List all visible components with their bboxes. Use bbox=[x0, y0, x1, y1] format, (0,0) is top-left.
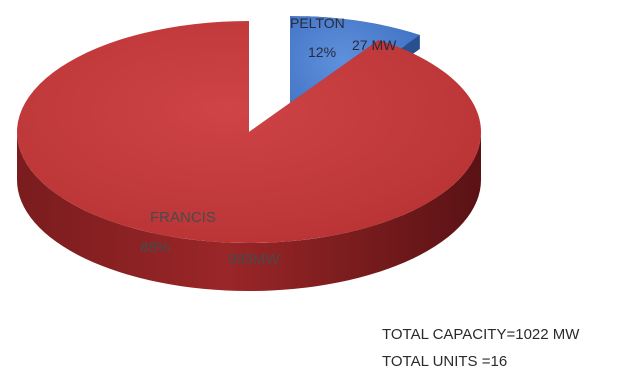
pie-label-pelton: PELTON bbox=[290, 15, 345, 31]
pie-percent-pelton: 12% bbox=[308, 44, 336, 60]
pie-value-francis: 995MW bbox=[228, 251, 281, 268]
pie-value-pelton: 27 MW bbox=[352, 37, 397, 53]
pie-percent-francis: 88% bbox=[140, 239, 170, 256]
pie-slice-francis-side bbox=[17, 132, 481, 291]
total-capacity-text: TOTAL CAPACITY=1022 MW bbox=[382, 326, 580, 343]
pie-label-francis: FRANCIS bbox=[150, 209, 216, 226]
pie-labels: FRANCIS 88% 995MW PELTON 12% 27 MW bbox=[140, 15, 397, 268]
pie-slice-francis-group bbox=[17, 21, 482, 291]
pie-slice-francis bbox=[17, 21, 482, 243]
total-units-text: TOTAL UNITS =16 bbox=[382, 353, 508, 370]
